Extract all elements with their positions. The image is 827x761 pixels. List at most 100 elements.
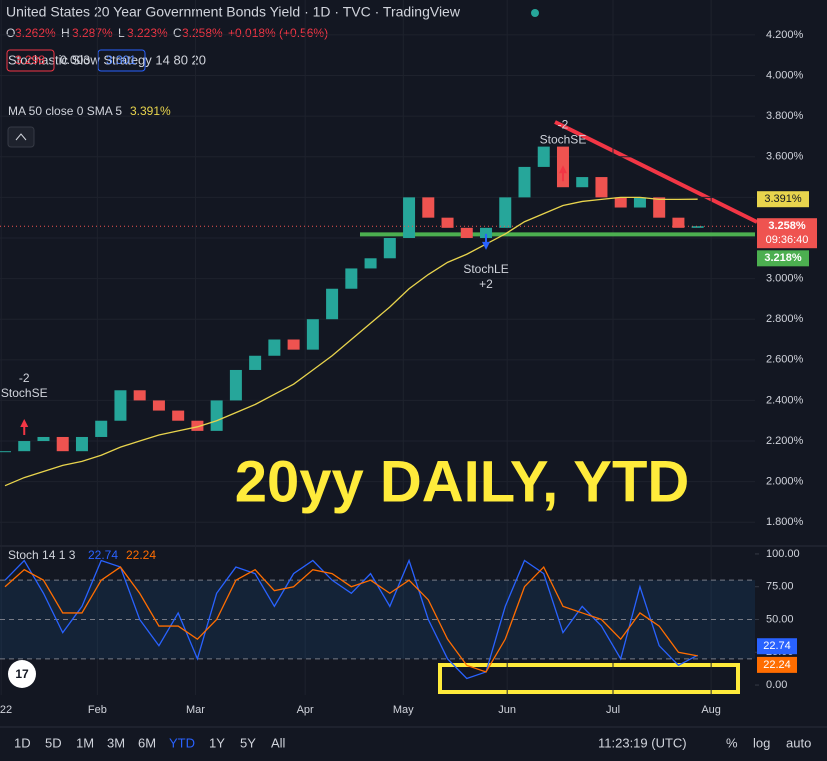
trend-line bbox=[554, 120, 758, 224]
candle bbox=[287, 339, 300, 350]
candle bbox=[691, 226, 704, 228]
range-button[interactable]: 1D bbox=[14, 735, 31, 750]
x-tick-label: Apr bbox=[297, 704, 314, 716]
x-tick-label: Aug bbox=[701, 704, 721, 716]
change: +0.018% (+0.56%) bbox=[228, 26, 328, 40]
candle bbox=[249, 355, 262, 370]
buy-price[interactable]: 3.301 bbox=[106, 53, 136, 67]
candle bbox=[345, 268, 358, 289]
ma-legend-value: 3.391% bbox=[130, 104, 171, 118]
candle bbox=[114, 390, 127, 421]
buy-box[interactable] bbox=[97, 49, 146, 72]
candle bbox=[172, 410, 185, 421]
y-tick-label: 1.800% bbox=[766, 516, 804, 528]
ma-legend: MA 50 close 0 SMA 5 bbox=[8, 104, 122, 118]
ohlc-key: L bbox=[118, 26, 125, 40]
candle bbox=[672, 217, 685, 228]
candle bbox=[441, 217, 454, 228]
y-tick-label: 3.000% bbox=[766, 272, 804, 284]
candle bbox=[422, 197, 435, 218]
level-tag bbox=[757, 250, 809, 267]
collapse-button[interactable] bbox=[7, 126, 35, 148]
candle bbox=[75, 436, 88, 452]
pane-title: Stoch 14 1 3 bbox=[8, 548, 76, 562]
ohlc-value: 3.262% bbox=[15, 26, 56, 40]
stoch-legend-value: 22.74 bbox=[88, 548, 118, 562]
symbol-title: United States 20 Year Government Bonds Y… bbox=[6, 4, 461, 20]
range-button[interactable]: 5D bbox=[45, 735, 62, 750]
candle bbox=[306, 319, 319, 350]
candle bbox=[460, 227, 473, 238]
range-button[interactable]: YTD bbox=[169, 735, 195, 750]
highlight-box bbox=[438, 663, 740, 694]
last-price-label: 3.258% bbox=[768, 220, 806, 232]
y-tick-label: 75.00 bbox=[766, 581, 794, 593]
scale-option[interactable]: % bbox=[726, 735, 738, 750]
signal-arrow bbox=[482, 233, 491, 250]
candle bbox=[595, 177, 608, 198]
candle bbox=[480, 227, 493, 238]
x-tick-label: May bbox=[393, 704, 414, 716]
ma-last-label: 3.391% bbox=[764, 193, 802, 205]
y-tick-label: 0.00 bbox=[766, 679, 787, 691]
signal-qty: +2 bbox=[479, 277, 493, 291]
y-tick-label: 4.000% bbox=[766, 69, 804, 81]
candle bbox=[499, 197, 512, 228]
signal-qty: -2 bbox=[558, 117, 569, 131]
y-tick-label: 100.00 bbox=[766, 548, 800, 560]
scale-option[interactable]: auto bbox=[786, 735, 811, 750]
ohlc-value: 3.258% bbox=[182, 26, 223, 40]
x-tick-label: 22 bbox=[0, 704, 12, 716]
y-tick-label: 4.200% bbox=[766, 29, 804, 41]
range-button[interactable]: 5Y bbox=[240, 735, 256, 750]
range-button[interactable]: 1Y bbox=[209, 735, 225, 750]
stoch-tag bbox=[757, 638, 797, 655]
candle bbox=[576, 177, 589, 188]
candle bbox=[37, 436, 50, 442]
ma-tag bbox=[757, 191, 809, 208]
tv-logo bbox=[8, 660, 36, 688]
chart-annotation: 20yy DAILY, YTD bbox=[235, 449, 690, 514]
candle bbox=[633, 197, 646, 208]
signal-name: StochLE bbox=[463, 262, 508, 276]
signal-arrow bbox=[20, 419, 29, 436]
ohlc-key: C bbox=[173, 26, 182, 40]
tv-logo-text: 17 bbox=[15, 667, 29, 681]
sell-price[interactable]: 3.298 bbox=[15, 53, 45, 67]
candle bbox=[191, 420, 204, 431]
y-tick-label: 2.800% bbox=[766, 313, 804, 325]
y-tick-label: 2.600% bbox=[766, 354, 804, 366]
ohlc-key: H bbox=[61, 26, 70, 40]
candle bbox=[0, 451, 12, 453]
candle bbox=[326, 288, 339, 320]
y-tick-label: 2.400% bbox=[766, 394, 804, 406]
range-button[interactable]: 3M bbox=[107, 735, 125, 750]
x-tick-label: Mar bbox=[186, 704, 205, 716]
candle bbox=[364, 258, 377, 269]
candle bbox=[537, 146, 550, 167]
clock: 11:23:19 (UTC) bbox=[598, 735, 687, 750]
x-tick-label: Feb bbox=[88, 704, 107, 716]
y-tick-label: 2.200% bbox=[766, 435, 804, 447]
y-tick-label: 3.800% bbox=[766, 110, 804, 122]
ohlc-value: 3.223% bbox=[127, 26, 168, 40]
candle bbox=[229, 369, 242, 401]
stoch-tag bbox=[757, 656, 797, 673]
price-tag bbox=[757, 218, 817, 249]
sell-box[interactable] bbox=[6, 49, 55, 72]
range-button[interactable]: 6M bbox=[138, 735, 156, 750]
candle bbox=[518, 166, 531, 198]
scale-option[interactable]: log bbox=[753, 735, 770, 750]
ohlc-value: 3.287% bbox=[72, 26, 113, 40]
candle bbox=[56, 436, 69, 452]
candle bbox=[383, 237, 396, 259]
candle bbox=[95, 420, 108, 437]
ma-line bbox=[4, 196, 698, 487]
range-button[interactable]: 1M bbox=[76, 735, 94, 750]
strategy-label: Stochastic Slow Strategy 14 80 20 bbox=[8, 52, 206, 67]
candle bbox=[653, 197, 666, 218]
range-button[interactable]: All bbox=[271, 735, 286, 750]
